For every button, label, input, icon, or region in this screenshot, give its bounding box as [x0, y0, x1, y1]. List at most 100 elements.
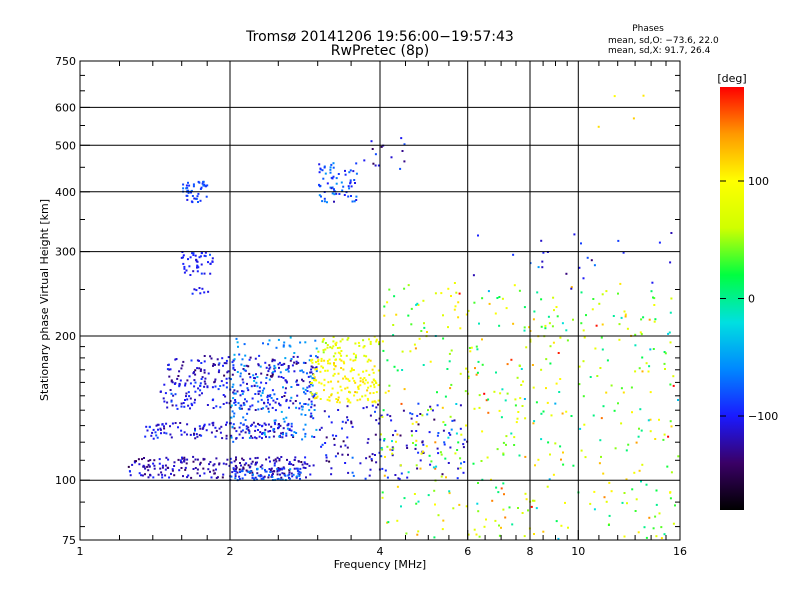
data-point	[596, 375, 599, 377]
data-point	[212, 469, 215, 472]
data-point	[269, 366, 272, 369]
data-point	[613, 95, 616, 98]
data-point	[261, 464, 264, 467]
data-point	[545, 358, 548, 361]
data-point	[306, 463, 309, 466]
data-point	[386, 445, 389, 448]
data-point	[353, 200, 356, 203]
data-point	[327, 381, 330, 384]
data-point	[448, 352, 451, 355]
data-point	[387, 390, 390, 393]
data-point	[562, 451, 564, 454]
data-point	[394, 429, 397, 432]
data-point	[449, 415, 452, 418]
data-point	[329, 168, 332, 171]
data-point	[367, 399, 370, 402]
data-point	[261, 389, 264, 392]
data-point	[200, 186, 203, 189]
data-point	[652, 527, 655, 530]
data-point	[180, 367, 183, 370]
data-point	[237, 402, 240, 405]
data-point	[605, 391, 608, 394]
chart-title: Tromsø 20141206 19:56:00−19:57:43	[245, 29, 514, 45]
data-point	[540, 325, 543, 328]
data-point	[310, 400, 313, 403]
data-point	[261, 437, 263, 440]
data-point	[302, 380, 305, 383]
chart-subtitle: RwPretec (8p)	[331, 43, 429, 59]
data-point	[349, 179, 352, 182]
data-point	[286, 427, 289, 430]
data-point	[392, 447, 395, 450]
data-point	[213, 472, 216, 475]
data-point	[204, 377, 207, 380]
data-point	[245, 427, 248, 430]
data-point	[233, 353, 236, 356]
data-point	[338, 346, 341, 349]
data-point	[172, 394, 175, 397]
data-point	[306, 386, 309, 389]
data-point	[347, 453, 349, 456]
data-point	[339, 352, 342, 355]
data-point	[655, 489, 658, 492]
data-point	[633, 471, 636, 474]
data-point	[498, 534, 501, 537]
data-point	[357, 341, 360, 344]
data-point	[634, 510, 637, 512]
data-point	[160, 432, 162, 435]
colorbar-tick-label: 100	[748, 175, 769, 188]
data-point	[199, 427, 202, 430]
data-point	[152, 462, 155, 465]
data-point	[377, 403, 379, 406]
data-point	[381, 448, 384, 451]
data-point	[231, 471, 234, 474]
data-point	[517, 507, 519, 509]
data-point	[298, 407, 301, 410]
data-point	[337, 173, 340, 175]
data-point	[421, 414, 424, 417]
data-point	[442, 429, 445, 432]
data-point	[476, 348, 479, 351]
data-point	[241, 429, 244, 432]
data-point	[518, 289, 521, 292]
data-point	[262, 476, 265, 479]
data-point	[280, 476, 283, 479]
data-point	[264, 470, 267, 473]
data-point	[342, 377, 345, 380]
data-point	[442, 519, 445, 522]
data-point	[493, 390, 496, 393]
data-point	[200, 263, 203, 266]
data-point	[180, 461, 183, 464]
data-point	[278, 459, 281, 462]
data-point	[174, 393, 177, 396]
data-point	[245, 425, 248, 428]
data-point	[299, 477, 301, 480]
data-point	[349, 169, 352, 172]
data-point	[340, 350, 343, 352]
data-point	[203, 355, 206, 357]
x-tick-label: 8	[527, 545, 534, 558]
data-point	[304, 414, 307, 416]
data-point	[375, 340, 378, 343]
data-point	[193, 433, 195, 436]
data-point	[226, 458, 229, 461]
data-point	[315, 366, 318, 369]
data-point	[566, 339, 569, 342]
data-point	[291, 364, 294, 367]
data-point	[223, 374, 226, 377]
data-point	[249, 405, 252, 408]
data-point	[468, 347, 471, 349]
data-point	[212, 364, 214, 367]
data-point	[466, 440, 469, 443]
data-point	[251, 436, 254, 439]
data-point	[215, 405, 218, 408]
data-point	[225, 421, 228, 424]
data-point	[677, 455, 680, 458]
data-point	[211, 260, 214, 263]
data-point	[332, 355, 335, 358]
data-point	[263, 422, 266, 425]
data-point	[330, 380, 332, 383]
data-point	[334, 352, 337, 355]
data-point	[559, 336, 562, 339]
